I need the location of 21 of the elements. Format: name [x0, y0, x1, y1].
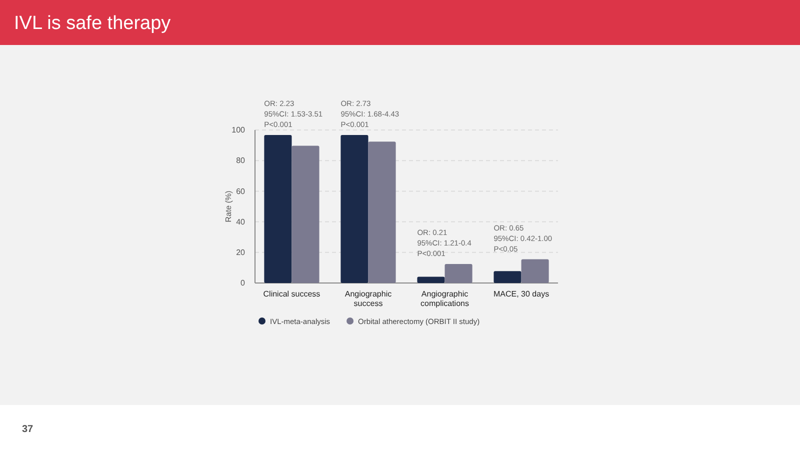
bar: [340, 135, 368, 283]
text: IVL is safe therapy: [14, 13, 172, 34]
y-tick-label: 20: [236, 248, 246, 257]
bar: [521, 259, 549, 283]
bar: [264, 135, 292, 283]
bar: [292, 146, 320, 283]
y-tick-label: 60: [236, 186, 246, 196]
y-tick-label: 0: [240, 278, 246, 288]
x-tick-label: Angiographic complications: [420, 290, 469, 308]
y-axis-title: Rate (%): [224, 190, 233, 222]
y-tick-label: 80: [236, 156, 246, 166]
x-tick-label: Angiographic success: [344, 290, 392, 308]
y-tick-label: 100: [232, 126, 246, 135]
bar: [417, 276, 445, 283]
bar: [494, 271, 522, 283]
text: 37: [22, 424, 34, 435]
bar: [444, 264, 472, 283]
x-tick-label: MACE, 30 days: [493, 290, 550, 299]
y-tick-label: 40: [236, 217, 246, 226]
bar: [368, 142, 396, 283]
x-tick-label: Clinical success: [263, 290, 320, 299]
